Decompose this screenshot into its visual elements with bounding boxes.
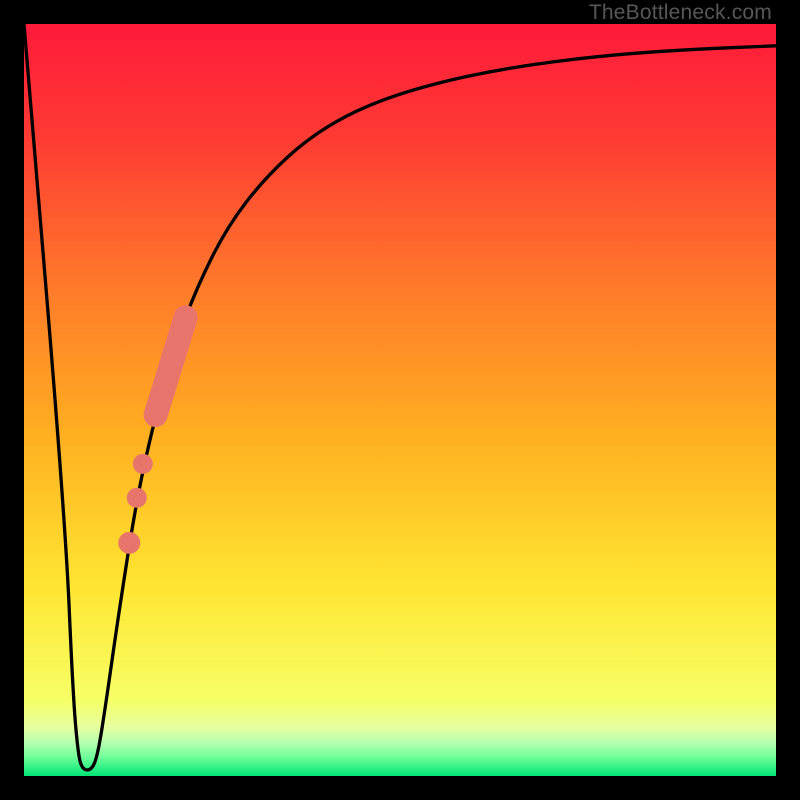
highlight-markers [24, 24, 776, 776]
watermark-text: TheBottleneck.com [589, 1, 772, 25]
chart-stage: TheBottleneck.com [0, 0, 800, 800]
